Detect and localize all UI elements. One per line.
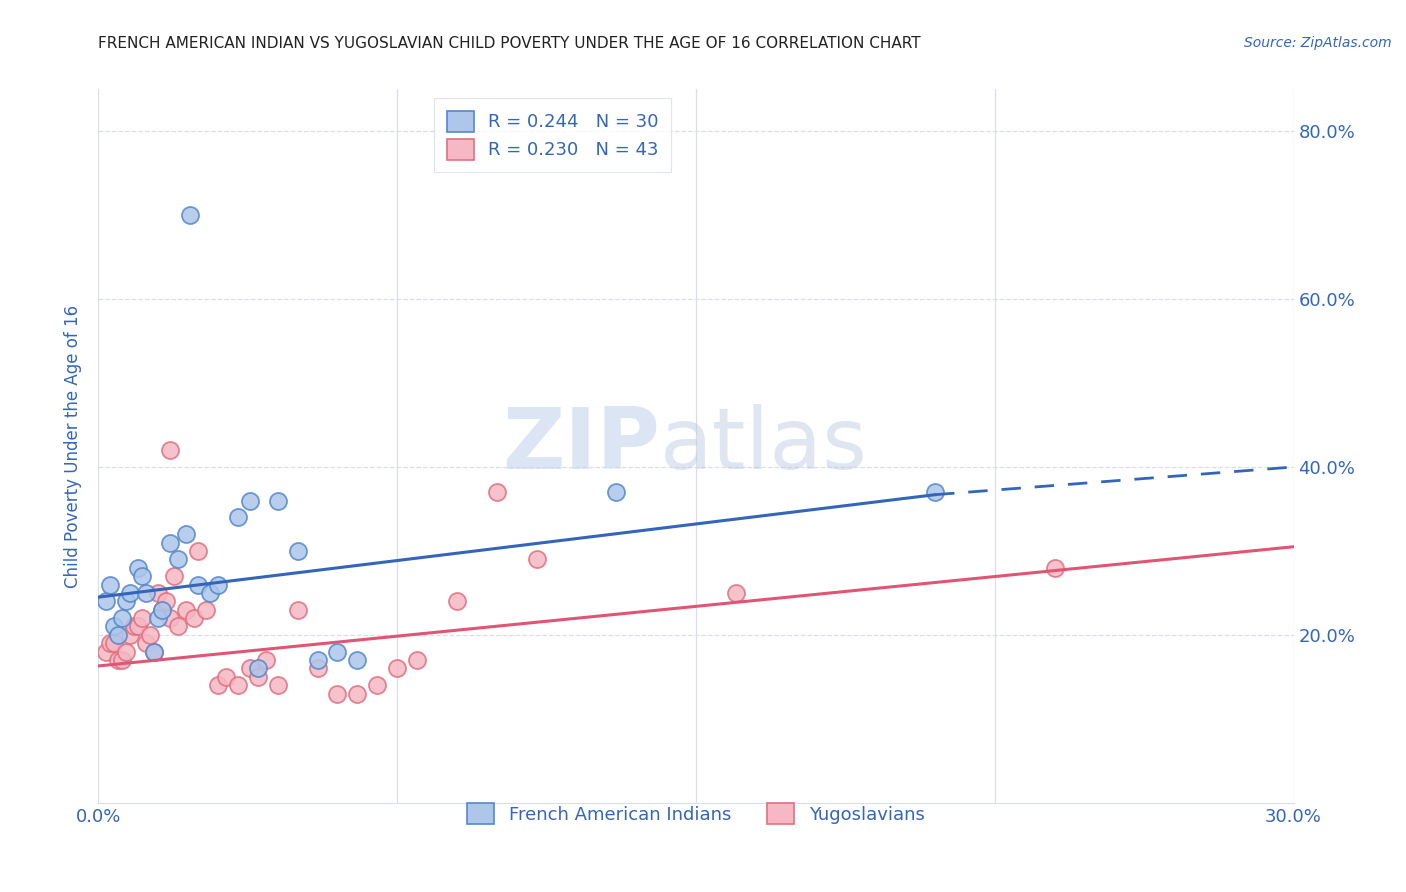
Point xyxy=(239,493,262,508)
Point xyxy=(179,208,201,222)
Point xyxy=(198,586,221,600)
Point xyxy=(326,687,349,701)
Point xyxy=(187,577,209,591)
Point xyxy=(127,560,149,574)
Point xyxy=(96,594,118,608)
Point xyxy=(307,653,329,667)
Point xyxy=(148,586,170,600)
Point xyxy=(267,493,290,508)
Point xyxy=(98,636,122,650)
Point xyxy=(254,653,277,667)
Point xyxy=(174,527,197,541)
Point xyxy=(167,619,190,633)
Point xyxy=(187,544,209,558)
Point xyxy=(98,577,122,591)
Point xyxy=(207,577,229,591)
Point xyxy=(127,619,149,633)
Point xyxy=(135,636,157,650)
Point xyxy=(346,653,368,667)
Point xyxy=(115,594,138,608)
Point xyxy=(124,619,146,633)
Point xyxy=(246,670,269,684)
Point xyxy=(107,628,129,642)
Point xyxy=(159,535,181,549)
Point xyxy=(143,645,166,659)
Text: atlas: atlas xyxy=(661,404,868,488)
Point xyxy=(526,552,548,566)
Point xyxy=(183,611,205,625)
Point xyxy=(96,645,118,659)
Point xyxy=(195,603,218,617)
Point xyxy=(215,670,238,684)
Point xyxy=(924,485,946,500)
Point xyxy=(120,628,142,642)
Point xyxy=(103,636,125,650)
Point xyxy=(107,653,129,667)
Point xyxy=(346,687,368,701)
Point xyxy=(167,552,190,566)
Point xyxy=(385,661,409,675)
Point xyxy=(485,485,508,500)
Point xyxy=(406,653,429,667)
Point xyxy=(239,661,262,675)
Point xyxy=(148,611,170,625)
Legend: French American Indians, Yugoslavians: French American Indians, Yugoslavians xyxy=(454,790,938,837)
Point xyxy=(159,611,181,625)
Point xyxy=(246,661,269,675)
Text: ZIP: ZIP xyxy=(502,404,661,488)
Point xyxy=(724,586,747,600)
Point xyxy=(135,586,157,600)
Point xyxy=(103,619,125,633)
Point xyxy=(307,661,329,675)
Point xyxy=(446,594,468,608)
Y-axis label: Child Poverty Under the Age of 16: Child Poverty Under the Age of 16 xyxy=(65,304,83,588)
Point xyxy=(143,645,166,659)
Point xyxy=(287,603,309,617)
Point xyxy=(111,653,134,667)
Point xyxy=(120,586,142,600)
Point xyxy=(155,594,177,608)
Text: FRENCH AMERICAN INDIAN VS YUGOSLAVIAN CHILD POVERTY UNDER THE AGE OF 16 CORRELAT: FRENCH AMERICAN INDIAN VS YUGOSLAVIAN CH… xyxy=(98,36,921,51)
Point xyxy=(605,485,627,500)
Point xyxy=(1043,560,1066,574)
Point xyxy=(115,645,138,659)
Point xyxy=(207,678,229,692)
Point xyxy=(366,678,388,692)
Point xyxy=(174,603,197,617)
Point xyxy=(131,569,153,583)
Point xyxy=(163,569,186,583)
Point xyxy=(226,678,249,692)
Point xyxy=(131,611,153,625)
Text: Source: ZipAtlas.com: Source: ZipAtlas.com xyxy=(1244,36,1392,50)
Point xyxy=(150,603,173,617)
Point xyxy=(287,544,309,558)
Point xyxy=(326,645,349,659)
Point xyxy=(226,510,249,524)
Point xyxy=(159,443,181,458)
Point xyxy=(150,603,173,617)
Point xyxy=(111,611,134,625)
Point xyxy=(139,628,162,642)
Point xyxy=(267,678,290,692)
